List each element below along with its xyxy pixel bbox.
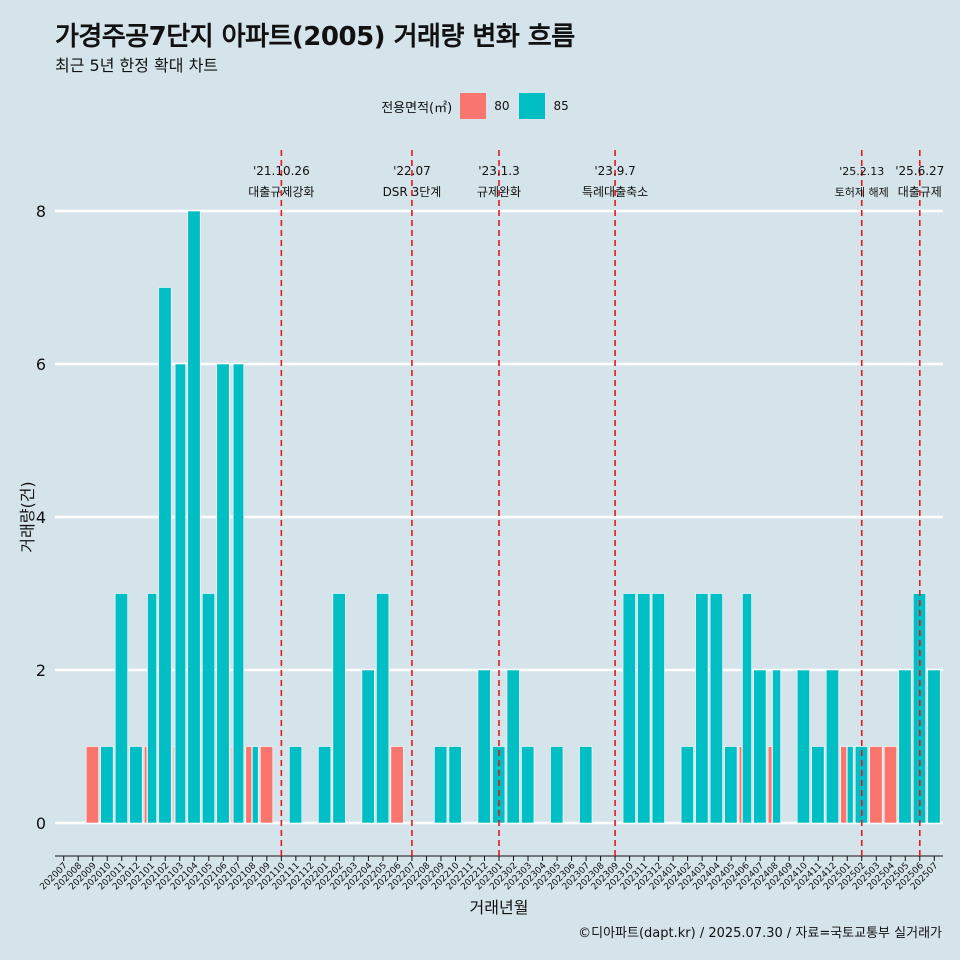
event-date-0: '21.10.26	[253, 164, 310, 178]
bar-202109-80	[260, 746, 274, 824]
bar-202507-85	[927, 669, 941, 824]
event-date-1: '22.07	[393, 164, 431, 178]
bar-202406-80	[738, 746, 743, 824]
bar-202204-85	[361, 669, 375, 824]
bar-202501-80	[840, 746, 847, 824]
bar-202206-80	[390, 746, 404, 824]
bar-202107-85	[232, 363, 245, 824]
bar-202411-85	[811, 746, 825, 824]
bar-202408-85	[772, 669, 781, 824]
bar-202307-85	[579, 746, 593, 824]
bar-202202-85	[332, 593, 346, 824]
bar-202406-85	[742, 593, 752, 824]
event-date-3: '23.9.7	[594, 164, 635, 178]
legend-swatch-85	[519, 93, 546, 119]
event-label-4: 토허제 해제	[835, 185, 889, 199]
bar-202312-85	[651, 593, 665, 824]
chart-subtitle: 최근 5년 한정 확대 차트	[55, 56, 219, 75]
bar-202101-80	[143, 746, 148, 824]
bar-202504-80	[883, 746, 897, 824]
bar-202506-85	[912, 593, 927, 824]
bar-202107-80	[230, 746, 233, 824]
event-label-3: 특례대출축소	[582, 185, 648, 199]
bar-202302-85	[506, 669, 520, 824]
bar-202403-85	[695, 593, 709, 824]
bar-202503-80	[869, 746, 883, 824]
legend-item-80: 80	[460, 93, 509, 119]
bar-202412-85	[825, 669, 839, 824]
event-label-2: 규제완화	[477, 185, 521, 199]
bar-202106-85	[216, 363, 230, 824]
x-axis-title: 거래년월	[470, 898, 529, 917]
bar-202102-85	[158, 287, 172, 824]
y-tick-label-4: 4	[36, 508, 46, 527]
bar-202209-85	[434, 746, 448, 824]
bar-202108-85	[252, 746, 259, 824]
event-date-2: '23.1.3	[478, 164, 519, 178]
bar-202010-85	[100, 746, 114, 824]
bar-202103-80	[172, 746, 175, 824]
event-date-4: '25.2.13	[839, 165, 884, 178]
legend-title: 전용면적(㎡)	[381, 100, 453, 116]
y-tick-label-6: 6	[36, 355, 46, 374]
bar-202104-85	[187, 210, 201, 824]
bar-202407-85	[753, 669, 767, 824]
legend-label-80: 80	[494, 99, 510, 113]
bar-202408-80	[767, 746, 773, 824]
bar-202009-80	[85, 746, 99, 824]
chart-caption: ©디아파트(dapt.kr) / 2025.07.30 / 자료=국토교통부 실…	[578, 926, 942, 941]
bar-202212-85	[477, 669, 491, 824]
y-tick-label-2: 2	[36, 661, 46, 680]
legend: 전용면적(㎡) 80 85	[0, 93, 960, 119]
y-tick-label-8: 8	[36, 202, 46, 221]
bar-202111-85	[289, 746, 303, 824]
bar-202011-85	[114, 593, 128, 824]
bar-202201-85	[318, 746, 332, 824]
bar-202310-85	[622, 593, 636, 824]
bar-202210-85	[448, 746, 462, 824]
bar-202303-85	[521, 746, 535, 824]
bar-202505-85	[898, 669, 912, 824]
event-label-0: 대출규제강화	[248, 185, 314, 199]
bar-202105-85	[201, 593, 216, 824]
bar-202311-85	[637, 593, 651, 824]
bar-202103-85	[174, 363, 187, 824]
bar-202404-85	[709, 593, 723, 824]
y-axis-title: 거래량(건)	[18, 481, 37, 552]
y-tick-label-0: 0	[36, 814, 46, 833]
legend-item-85: 85	[519, 93, 569, 119]
bar-202501-85	[846, 746, 854, 824]
bar-202108-80	[245, 746, 253, 824]
bar-202410-85	[796, 669, 810, 824]
legend-swatch-80	[460, 93, 487, 119]
legend-label-85: 85	[553, 99, 569, 113]
bar-202405-85	[724, 746, 738, 824]
bar-202305-85	[550, 746, 564, 824]
bar-202402-85	[680, 746, 694, 824]
chart-title: 가경주공7단지 아파트(2005) 거래량 변화 흐름	[55, 22, 575, 52]
bar-202101-85	[147, 593, 157, 824]
event-label-5: 대출규제	[898, 185, 942, 199]
bar-202012-85	[129, 746, 143, 824]
bar-202205-85	[376, 593, 390, 824]
event-label-1: DSR 3단계	[383, 185, 442, 199]
event-date-5: '25.6.27	[895, 164, 944, 178]
